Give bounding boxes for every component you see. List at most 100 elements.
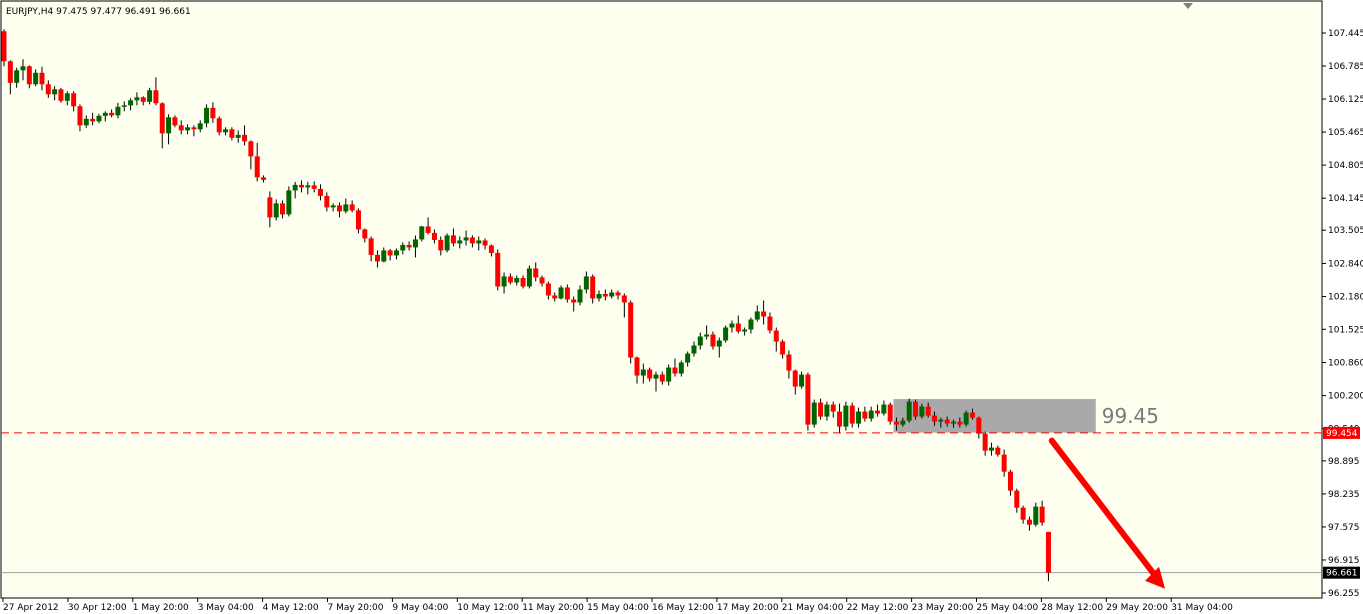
candle[interactable]: [697, 332, 703, 350]
candle[interactable]: [349, 200, 355, 213]
candle[interactable]: [640, 363, 646, 384]
candle[interactable]: [355, 208, 361, 234]
candle[interactable]: [362, 228, 368, 243]
candle[interactable]: [957, 417, 963, 428]
candle[interactable]: [849, 402, 855, 428]
candle[interactable]: [1014, 488, 1020, 513]
consolidation-zone[interactable]: [893, 399, 1096, 433]
candle[interactable]: [862, 406, 868, 422]
candle[interactable]: [134, 92, 140, 106]
candle[interactable]: [412, 235, 418, 258]
candle[interactable]: [83, 115, 89, 128]
candle[interactable]: [545, 281, 551, 300]
candle[interactable]: [58, 87, 64, 103]
candle[interactable]: [109, 109, 115, 118]
candle[interactable]: [223, 127, 229, 136]
candle[interactable]: [634, 356, 640, 384]
candle[interactable]: [267, 191, 273, 228]
candle[interactable]: [691, 341, 697, 357]
candle[interactable]: [286, 186, 292, 217]
candle[interactable]: [906, 398, 912, 423]
candle[interactable]: [374, 250, 380, 268]
candle[interactable]: [938, 417, 944, 428]
shift-marker-icon[interactable]: [1183, 3, 1193, 9]
candle[interactable]: [507, 273, 513, 285]
candle[interactable]: [969, 408, 975, 420]
candle[interactable]: [881, 400, 887, 416]
candle[interactable]: [77, 104, 83, 132]
candle[interactable]: [792, 369, 798, 395]
candle[interactable]: [868, 406, 874, 422]
candle[interactable]: [843, 401, 849, 431]
candle[interactable]: [96, 113, 102, 124]
candle[interactable]: [368, 236, 374, 262]
candle[interactable]: [735, 315, 741, 334]
candle[interactable]: [577, 285, 583, 306]
candle[interactable]: [723, 325, 729, 343]
candle[interactable]: [716, 337, 722, 358]
candle[interactable]: [704, 325, 710, 340]
candle[interactable]: [501, 272, 507, 294]
candle[interactable]: [773, 327, 779, 352]
candle[interactable]: [311, 181, 317, 193]
candle[interactable]: [571, 296, 577, 312]
candle[interactable]: [1001, 449, 1007, 477]
candle[interactable]: [1026, 516, 1032, 531]
candle[interactable]: [121, 101, 127, 112]
candle[interactable]: [678, 360, 684, 377]
candle[interactable]: [457, 236, 463, 249]
candle[interactable]: [520, 275, 526, 289]
candle[interactable]: [729, 320, 735, 333]
candle[interactable]: [204, 104, 210, 128]
candle[interactable]: [431, 229, 437, 244]
candle[interactable]: [805, 372, 811, 431]
candle[interactable]: [951, 419, 956, 428]
candle[interactable]: [564, 284, 570, 303]
candle[interactable]: [1, 29, 7, 67]
candle[interactable]: [875, 404, 881, 417]
candle[interactable]: [64, 91, 70, 106]
candle[interactable]: [653, 371, 659, 392]
candle[interactable]: [830, 401, 836, 418]
candle[interactable]: [90, 112, 96, 126]
candle[interactable]: [919, 403, 925, 419]
candle[interactable]: [659, 371, 665, 385]
candle[interactable]: [406, 241, 412, 251]
candle[interactable]: [235, 130, 241, 143]
candle[interactable]: [837, 403, 843, 433]
candle[interactable]: [495, 249, 501, 291]
candle[interactable]: [450, 228, 456, 247]
candle[interactable]: [596, 290, 602, 302]
candle[interactable]: [469, 235, 475, 248]
candle[interactable]: [33, 69, 39, 87]
candle[interactable]: [887, 402, 893, 425]
candle[interactable]: [330, 203, 336, 212]
candle[interactable]: [102, 111, 108, 122]
candle[interactable]: [147, 87, 153, 105]
candle[interactable]: [52, 86, 58, 101]
trend-arrow[interactable]: [1048, 437, 1163, 584]
candle[interactable]: [476, 236, 482, 251]
candle[interactable]: [336, 202, 342, 218]
candle[interactable]: [780, 339, 786, 359]
candle[interactable]: [602, 289, 608, 301]
candle[interactable]: [824, 401, 830, 421]
candle[interactable]: [856, 407, 862, 428]
candle[interactable]: [273, 199, 279, 221]
candle[interactable]: [590, 274, 596, 304]
candle[interactable]: [14, 67, 20, 88]
candle[interactable]: [393, 248, 399, 260]
candle[interactable]: [982, 431, 988, 456]
candle[interactable]: [925, 402, 931, 418]
candle[interactable]: [261, 175, 267, 183]
candle[interactable]: [39, 66, 45, 91]
candle[interactable]: [387, 248, 393, 261]
candle[interactable]: [419, 225, 425, 242]
candle[interactable]: [786, 350, 792, 379]
candle[interactable]: [748, 317, 754, 334]
candle[interactable]: [988, 442, 994, 456]
candle[interactable]: [318, 184, 323, 201]
candle[interactable]: [71, 91, 77, 112]
candle[interactable]: [558, 285, 564, 300]
